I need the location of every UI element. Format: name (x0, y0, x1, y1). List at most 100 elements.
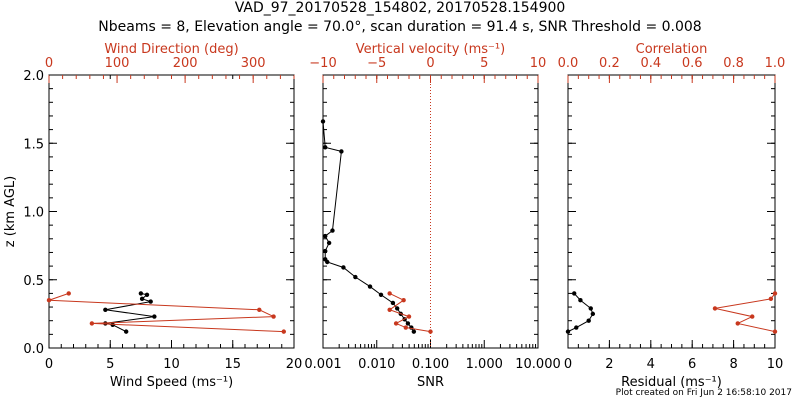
data-point-residual-red (750, 314, 755, 319)
data-point-wind-black (138, 291, 144, 296)
y-tick-label: 2.0 (23, 69, 44, 84)
x-tick-label-bottom: 8 (729, 357, 737, 372)
data-point-vertical-red (393, 321, 399, 326)
plot-frame-residual (567, 74, 776, 349)
data-point-vertical-black (394, 306, 400, 311)
data-point-vertical-black (378, 292, 384, 297)
x-tick-label-bottom: 0 (45, 357, 53, 372)
x-tick-label-bottom: 10.000 (515, 357, 561, 372)
data-point-residual-red (772, 329, 778, 334)
series-line-vertical-black (322, 121, 415, 332)
data-point-residual-red (772, 291, 778, 296)
x-tick-label-top: 100 (105, 56, 130, 71)
x-tick-label-top: −5 (367, 56, 386, 71)
data-point-vertical-red (387, 307, 392, 312)
x-tick-label-bottom: 1.000 (466, 357, 503, 372)
data-point-vertical-black (367, 284, 373, 289)
plot-frame-vertical (322, 74, 539, 349)
data-point-vertical-black (411, 329, 417, 334)
chart-title: VAD_97_20170528_154802, 20170528.154900 (234, 0, 566, 16)
x-axis-label-bottom: Residual (ms⁻¹) (621, 375, 722, 390)
data-point-vertical-black (339, 149, 344, 154)
data-point-vertical-black (405, 321, 411, 326)
data-point-vertical-black (326, 240, 332, 246)
data-point-vertical-black (323, 145, 328, 150)
data-point-wind-black (139, 296, 145, 302)
x-tick-label-bottom: 0.001 (304, 357, 341, 372)
y-tick-label: 0.5 (23, 274, 44, 289)
data-point-vertical-black (323, 257, 328, 262)
x-tick-label-top: 0.0 (558, 56, 579, 71)
x-tick-label-top: 1.0 (765, 56, 786, 71)
data-point-wind-black (103, 307, 108, 312)
x-tick-label-top: 0.6 (682, 56, 703, 71)
data-point-residual-black (565, 329, 571, 334)
x-axis-label-top: Correlation (636, 42, 708, 57)
x-tick-label-bottom: 4 (647, 357, 655, 372)
x-tick-label-bottom: 15 (224, 357, 241, 372)
data-point-residual-red (712, 306, 718, 311)
data-point-vertical-black (320, 119, 326, 124)
data-point-residual-red (735, 321, 740, 326)
series-line-wind-red (48, 292, 284, 333)
data-point-wind-red (66, 291, 71, 296)
x-tick-label-top: 0.2 (599, 56, 620, 71)
data-point-wind-black (123, 329, 129, 334)
x-tick-label-bottom: 2 (605, 357, 613, 372)
data-point-wind-red (46, 298, 52, 303)
x-tick-label-bottom: 10 (163, 357, 180, 372)
x-tick-label-bottom: 10 (767, 357, 784, 372)
plot-frame-wind (48, 74, 295, 349)
chart-subtitle: Nbeams = 8, Elevation angle = 70.0°, sca… (98, 19, 702, 35)
data-point-vertical-black (330, 228, 335, 233)
plot-credit: Plot created on Fri Jun 2 16:58:10 2017 (615, 388, 792, 398)
data-point-residual-red (768, 296, 774, 302)
data-point-wind-red (257, 307, 262, 312)
data-point-vertical-red (387, 291, 392, 296)
series-line-residual-red (714, 293, 776, 333)
x-tick-label-bottom: 5 (106, 357, 114, 372)
data-point-vertical-red (401, 298, 406, 303)
data-point-wind-black (152, 314, 157, 319)
data-point-residual-black (574, 325, 579, 330)
y-tick-label: 0.0 (23, 342, 44, 357)
data-point-vertical-black (323, 233, 328, 239)
data-point-vertical-red (403, 325, 408, 330)
x-tick-label-top: 300 (241, 56, 266, 71)
data-point-vertical-red (406, 314, 412, 319)
data-point-vertical-black (341, 265, 346, 270)
data-point-residual-black (572, 291, 577, 296)
x-axis-label-top: Vertical velocity (ms⁻¹) (356, 42, 505, 57)
x-tick-label-bottom: 0.010 (358, 357, 395, 372)
data-point-wind-red (271, 314, 276, 319)
x-tick-label-top: 200 (173, 56, 198, 71)
x-tick-label-top: 0.8 (723, 56, 744, 71)
data-point-vertical-black (323, 248, 328, 254)
data-point-wind-red (281, 329, 286, 334)
data-point-vertical-black (390, 300, 396, 306)
y-tick-label: 1.5 (23, 137, 44, 152)
x-tick-label-top: −10 (309, 56, 336, 71)
x-tick-label-top: 0.4 (640, 56, 661, 71)
x-tick-label-top: 10 (530, 56, 547, 71)
x-tick-label-bottom: 0.100 (412, 357, 449, 372)
data-point-wind-red (89, 321, 95, 326)
data-point-wind-black (144, 292, 150, 297)
x-tick-label-bottom: 6 (688, 357, 696, 372)
data-point-residual-black (588, 306, 593, 311)
data-point-vertical-red (428, 329, 433, 334)
x-tick-label-top: 0 (426, 56, 434, 71)
x-tick-label-bottom: 20 (286, 357, 303, 372)
data-point-residual-black (586, 318, 591, 323)
x-tick-label-top: 0 (45, 56, 53, 71)
data-point-residual-black (590, 311, 596, 317)
data-point-residual-black (578, 298, 583, 303)
x-tick-label-top: 5 (480, 56, 488, 71)
y-tick-label: 1.0 (23, 206, 44, 221)
y-axis-label: z (km AGL) (3, 176, 18, 247)
data-point-vertical-black (353, 274, 358, 280)
x-axis-label-bottom: SNR (417, 375, 444, 390)
data-point-wind-black (148, 299, 153, 304)
x-axis-label-top: Wind Direction (deg) (104, 42, 238, 57)
